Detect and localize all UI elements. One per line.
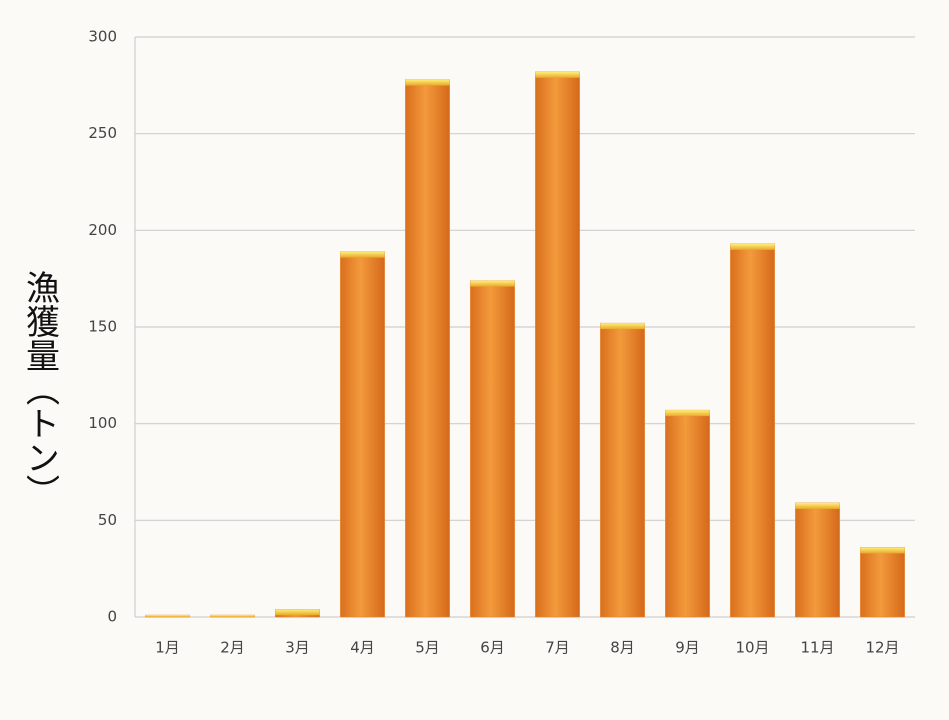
bar (730, 243, 775, 618)
bar-body (340, 251, 385, 618)
bar-body (600, 322, 645, 618)
y-tick-label: 250 (88, 124, 117, 142)
x-tick-label: 11月 (800, 639, 834, 657)
bar (275, 609, 320, 618)
x-tick-label: 8月 (610, 639, 635, 657)
bar-cap (405, 79, 450, 86)
bar-body (470, 280, 515, 618)
bar-body (860, 547, 905, 618)
bar-body (535, 71, 580, 618)
y-tick-label: 150 (88, 318, 117, 336)
bar-cap (340, 251, 385, 258)
bar-cap (665, 410, 710, 417)
bar-cap (145, 615, 190, 617)
bar-body (665, 409, 710, 618)
y-axis-label: 漁獲量（トン） (20, 270, 60, 508)
bar-cap (210, 615, 255, 617)
x-tick-label: 4月 (350, 639, 375, 657)
y-tick-label: 0 (107, 608, 117, 626)
bar-cap (470, 280, 515, 287)
bar (600, 322, 645, 618)
x-tick-label: 9月 (675, 639, 700, 657)
bar (145, 614, 190, 618)
bar-body (730, 243, 775, 618)
y-tick-label: 200 (88, 221, 117, 239)
bar (340, 251, 385, 618)
bar-cap (795, 502, 840, 509)
bar-cap (275, 609, 320, 616)
bar-cap (600, 323, 645, 330)
bar (470, 280, 515, 618)
x-tick-label: 6月 (480, 639, 505, 657)
bar-cap (730, 243, 775, 250)
x-tick-label: 5月 (415, 639, 440, 657)
y-tick-label: 50 (98, 511, 117, 529)
x-tick-label: 2月 (220, 639, 245, 657)
bar (535, 71, 580, 618)
x-tick-label: 12月 (865, 639, 899, 657)
bar (665, 409, 710, 618)
x-tick-label: 1月 (155, 639, 180, 657)
x-tick-label: 3月 (285, 639, 310, 657)
bar-cap (860, 547, 905, 554)
bar (210, 614, 255, 618)
bar (405, 79, 450, 618)
y-tick-label: 300 (88, 28, 117, 46)
bar-body (795, 502, 840, 618)
bar-body (405, 79, 450, 618)
bar-cap (535, 71, 580, 78)
y-tick-label: 100 (88, 414, 117, 432)
bar (860, 547, 905, 618)
x-tick-label: 7月 (545, 639, 570, 657)
x-tick-label: 10月 (735, 639, 769, 657)
bar (795, 502, 840, 618)
